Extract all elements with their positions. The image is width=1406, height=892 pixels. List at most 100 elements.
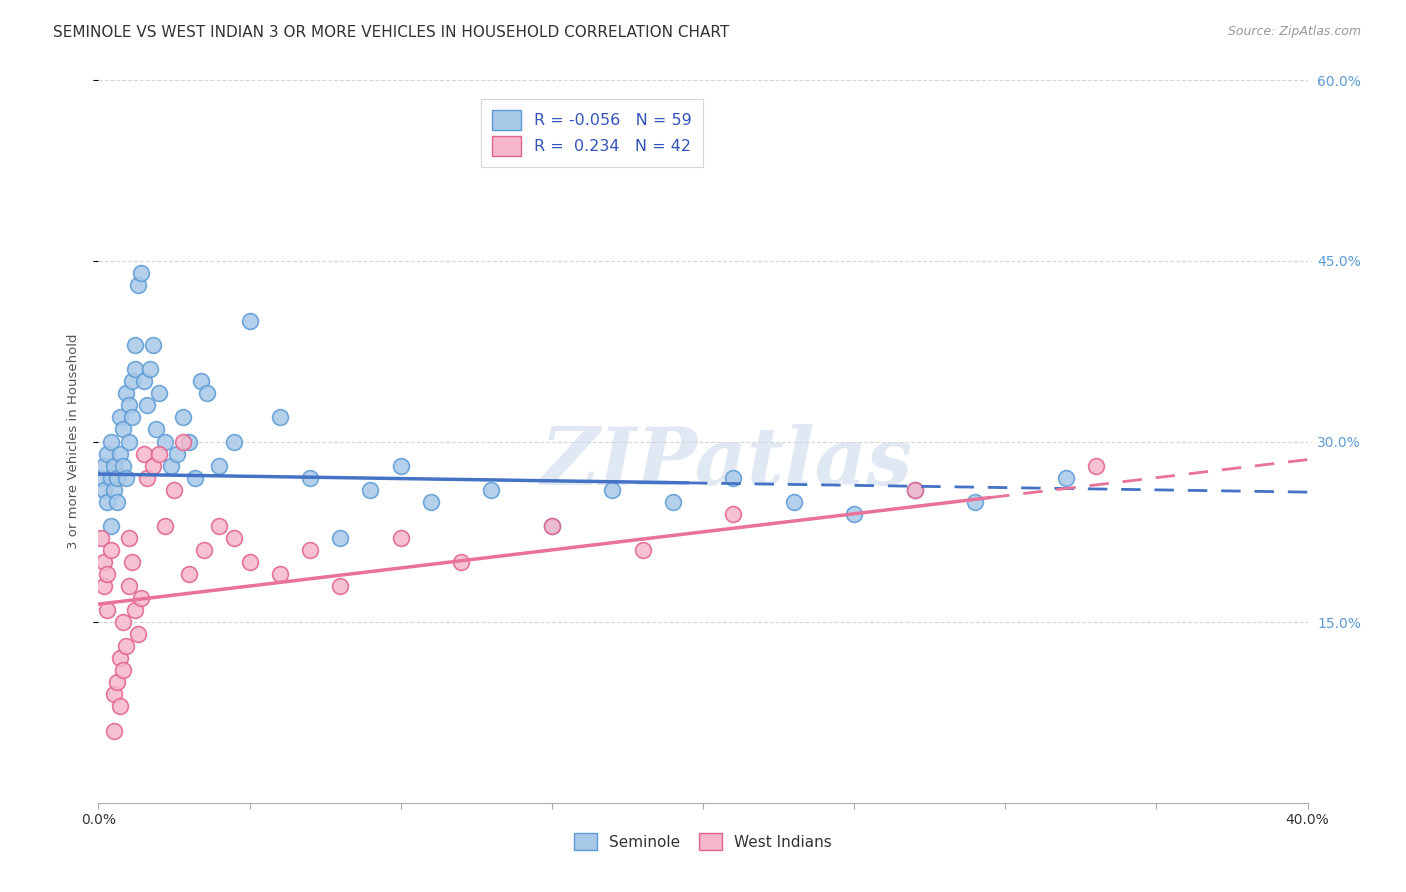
Point (108, 651, 131, 665)
Point (129, 266, 152, 280)
Point (965, 494, 987, 508)
Point (153, 518, 176, 533)
Point (148, 446, 170, 460)
Point (111, 615, 134, 630)
Point (329, 579, 352, 593)
Point (163, 483, 186, 497)
Point (108, 446, 131, 460)
Point (96, 494, 118, 508)
Point (153, 434, 176, 449)
Point (904, 483, 927, 497)
Point (124, 338, 146, 352)
Point (142, 458, 165, 473)
Point (118, 531, 141, 545)
Point (132, 374, 155, 388)
Text: SEMINOLE VS WEST INDIAN 3 OR MORE VEHICLES IN HOUSEHOLD CORRELATION CHART: SEMINOLE VS WEST INDIAN 3 OR MORE VEHICL… (53, 25, 730, 40)
Point (111, 422, 134, 436)
Point (135, 470, 157, 484)
Point (108, 410, 131, 425)
Text: Source: ZipAtlas.com: Source: ZipAtlas.com (1227, 25, 1361, 38)
Point (602, 483, 624, 497)
Point (90, 531, 112, 545)
Point (269, 410, 291, 425)
Point (540, 518, 562, 533)
Point (360, 483, 382, 497)
Point (723, 470, 745, 484)
Point (420, 494, 443, 508)
Point (129, 591, 152, 605)
Point (93, 555, 115, 569)
Point (100, 542, 122, 557)
Point (844, 507, 866, 521)
Point (127, 627, 149, 641)
Point (389, 531, 412, 545)
Point (172, 434, 194, 449)
Point (100, 434, 122, 449)
Point (450, 555, 472, 569)
Point (299, 470, 322, 484)
Point (111, 664, 134, 678)
Point (148, 386, 170, 401)
Point (208, 518, 231, 533)
Point (96, 446, 118, 460)
Point (93, 483, 115, 497)
Point (96, 567, 118, 582)
Point (481, 483, 503, 497)
Point (1085, 458, 1108, 473)
Point (904, 483, 927, 497)
Legend: Seminole, West Indians: Seminole, West Indians (568, 827, 838, 856)
Point (224, 434, 246, 449)
Point (121, 374, 143, 388)
Point (139, 362, 162, 376)
Point (121, 410, 143, 425)
Point (208, 458, 231, 473)
Y-axis label: 3 or more Vehicles in Household: 3 or more Vehicles in Household (67, 334, 80, 549)
Point (723, 507, 745, 521)
Point (193, 542, 215, 557)
Point (166, 446, 188, 460)
Point (160, 458, 183, 473)
Point (90, 470, 112, 484)
Point (127, 277, 149, 292)
Point (103, 723, 125, 738)
Point (179, 434, 201, 449)
Point (118, 434, 141, 449)
Point (783, 494, 806, 508)
Point (132, 446, 155, 460)
Point (142, 338, 165, 352)
Point (118, 398, 141, 412)
Point (114, 470, 136, 484)
Point (540, 518, 562, 533)
Point (239, 314, 262, 328)
Point (135, 398, 157, 412)
Point (124, 603, 146, 617)
Point (329, 531, 352, 545)
Point (299, 542, 322, 557)
Point (100, 518, 122, 533)
Point (103, 483, 125, 497)
Point (118, 579, 141, 593)
Point (96, 603, 118, 617)
Point (93, 579, 115, 593)
Point (224, 531, 246, 545)
Point (103, 687, 125, 701)
Point (661, 494, 683, 508)
Point (190, 374, 212, 388)
Point (103, 458, 125, 473)
Point (111, 458, 134, 473)
Text: ZIPatlas: ZIPatlas (541, 425, 914, 502)
Point (179, 567, 201, 582)
Point (269, 567, 291, 582)
Point (93, 458, 115, 473)
Point (105, 675, 128, 690)
Point (145, 422, 167, 436)
Point (105, 470, 128, 484)
Point (105, 494, 128, 508)
Point (239, 555, 262, 569)
Point (121, 555, 143, 569)
Point (100, 470, 122, 484)
Point (114, 386, 136, 401)
Point (1054, 470, 1077, 484)
Point (108, 699, 131, 714)
Point (124, 362, 146, 376)
